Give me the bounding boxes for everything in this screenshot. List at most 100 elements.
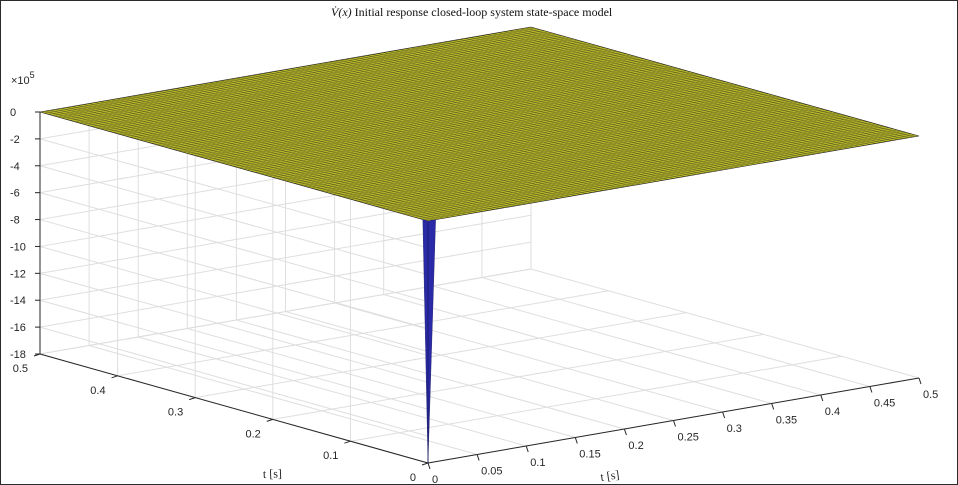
- grid-line-z-left: [39, 272, 429, 383]
- mesh-line-x: [454, 40, 843, 150]
- mesh-line-x: [498, 32, 887, 142]
- grid-line-x-floor: [530, 268, 920, 379]
- grid-line-z-left: [39, 165, 429, 276]
- y-tick-label: 0.4: [90, 385, 105, 397]
- x-axis-label: t [s]: [599, 467, 620, 484]
- x-tick-mark: [525, 445, 529, 453]
- z-tick-label: -16: [10, 322, 26, 334]
- grid-line-x-floor: [432, 285, 821, 396]
- y-tick-mark: [33, 353, 41, 357]
- mesh-line-x: [503, 31, 892, 141]
- grid-line-z-left: [39, 326, 429, 437]
- x-tick-mark: [820, 394, 824, 402]
- mesh-line-x: [520, 28, 909, 139]
- chart-title: V̇(x) Initial response closed-loop syste…: [331, 5, 613, 19]
- mesh-line-y: [65, 34, 557, 120]
- mesh-line-x: [525, 27, 914, 138]
- x-tick-mark: [918, 377, 922, 385]
- z-tick-label: -10: [10, 241, 26, 253]
- z-exponent-power: 5: [30, 70, 35, 80]
- grid-line-x-floor: [481, 277, 871, 387]
- y-tick-label: 0.5: [13, 363, 28, 375]
- label-layer: 0 -2 -4 -6 -8 -10 -12 -14 -16 -18 0 0.05 0.1 0.15 0.2 0…: [10, 107, 938, 484]
- grid-line-x-floor: [88, 345, 478, 455]
- grid-line-x-floor: [383, 294, 772, 404]
- axes-layer: [33, 111, 922, 470]
- z-tick-label: -2: [10, 134, 20, 146]
- y-axis-line: [39, 353, 429, 464]
- mesh-line-y: [100, 43, 592, 130]
- y-tick-label: 0.2: [246, 428, 261, 440]
- mesh-line-y: [91, 41, 583, 127]
- y-tick-mark: [111, 375, 118, 379]
- mesh-line-y: [52, 30, 544, 116]
- z-tick-label: -4: [10, 161, 20, 173]
- surface-layer: [39, 26, 920, 464]
- mesh-line-y: [70, 35, 562, 121]
- x-tick-mark: [771, 403, 775, 410]
- mesh-line-x: [487, 34, 876, 144]
- x-tick-mark: [673, 420, 676, 427]
- y-tick-mark: [421, 462, 429, 466]
- mesh-line-x: [460, 39, 849, 149]
- mesh-line-x: [509, 30, 898, 140]
- y-axis-label: t [s]: [263, 466, 282, 481]
- mesh-line-y: [96, 42, 588, 128]
- y-tick-mark: [266, 418, 273, 422]
- mesh-line-y: [57, 31, 549, 118]
- x-tick-label: 0.35: [776, 415, 797, 427]
- x-tick-mark: [722, 411, 726, 419]
- title-symbol: V̇(x): [331, 5, 352, 19]
- x-tick-mark: [476, 454, 480, 461]
- x-tick-label: 0.15: [579, 449, 600, 461]
- mesh-line-y: [61, 32, 553, 119]
- grid-line-y-floor: [39, 268, 532, 355]
- y-tick-label: 0.1: [323, 450, 338, 462]
- mesh-line-y: [104, 44, 596, 131]
- grid-line-y-floor: [350, 355, 842, 442]
- grid-line-y-floor: [117, 290, 609, 377]
- z-exponent-label: ×105: [11, 70, 35, 87]
- z-tick-label: -12: [10, 268, 26, 280]
- grid-line-z-left: [39, 299, 429, 410]
- x-tick-label: 0.2: [628, 440, 643, 452]
- grid-line-x-floor: [334, 302, 723, 413]
- grid-line-z-left: [39, 245, 429, 356]
- mesh-line-y: [83, 38, 575, 125]
- x-tick-mark: [427, 462, 431, 470]
- x-tick-mark: [574, 437, 578, 444]
- grid-line-x-floor: [285, 311, 674, 421]
- mesh-line-x: [470, 37, 860, 147]
- x-tick-label: 0.25: [678, 432, 699, 444]
- z-exponent-base: ×10: [11, 75, 30, 87]
- mesh-line-y: [87, 40, 579, 126]
- mesh-line-y: [74, 36, 566, 122]
- x-tick-mark: [623, 428, 627, 436]
- grid-line-y-floor: [272, 333, 764, 420]
- z-tick-label: -18: [10, 349, 26, 361]
- surface-spike: [422, 219, 436, 464]
- mesh-line-y: [44, 27, 536, 114]
- grid-line-z-left: [39, 138, 429, 249]
- grid-line-x-floor: [187, 328, 576, 438]
- mesh-line-y: [48, 29, 540, 115]
- x-tick-mark: [869, 386, 873, 393]
- x-tick-label: 0.3: [727, 423, 742, 435]
- x-tick-label: 0: [432, 474, 438, 484]
- z-tick-label: -8: [10, 215, 20, 227]
- mesh-line-y: [78, 37, 570, 124]
- x-tick-label: 0.4: [825, 406, 840, 418]
- grid-line-y-floor: [195, 312, 687, 399]
- mesh-line-x: [476, 36, 865, 146]
- y-tick-mark: [344, 440, 351, 444]
- grid-line-z-left: [39, 192, 429, 303]
- grid-line-z-left: [39, 219, 429, 330]
- x-tick-label: 0.45: [874, 398, 895, 410]
- z-tick-label: 0: [10, 107, 16, 119]
- mesh-line-x: [481, 35, 870, 145]
- y-tick-label: 0.3: [168, 407, 183, 419]
- x-tick-label: 0.1: [530, 457, 545, 469]
- mesh-line-x: [514, 29, 903, 140]
